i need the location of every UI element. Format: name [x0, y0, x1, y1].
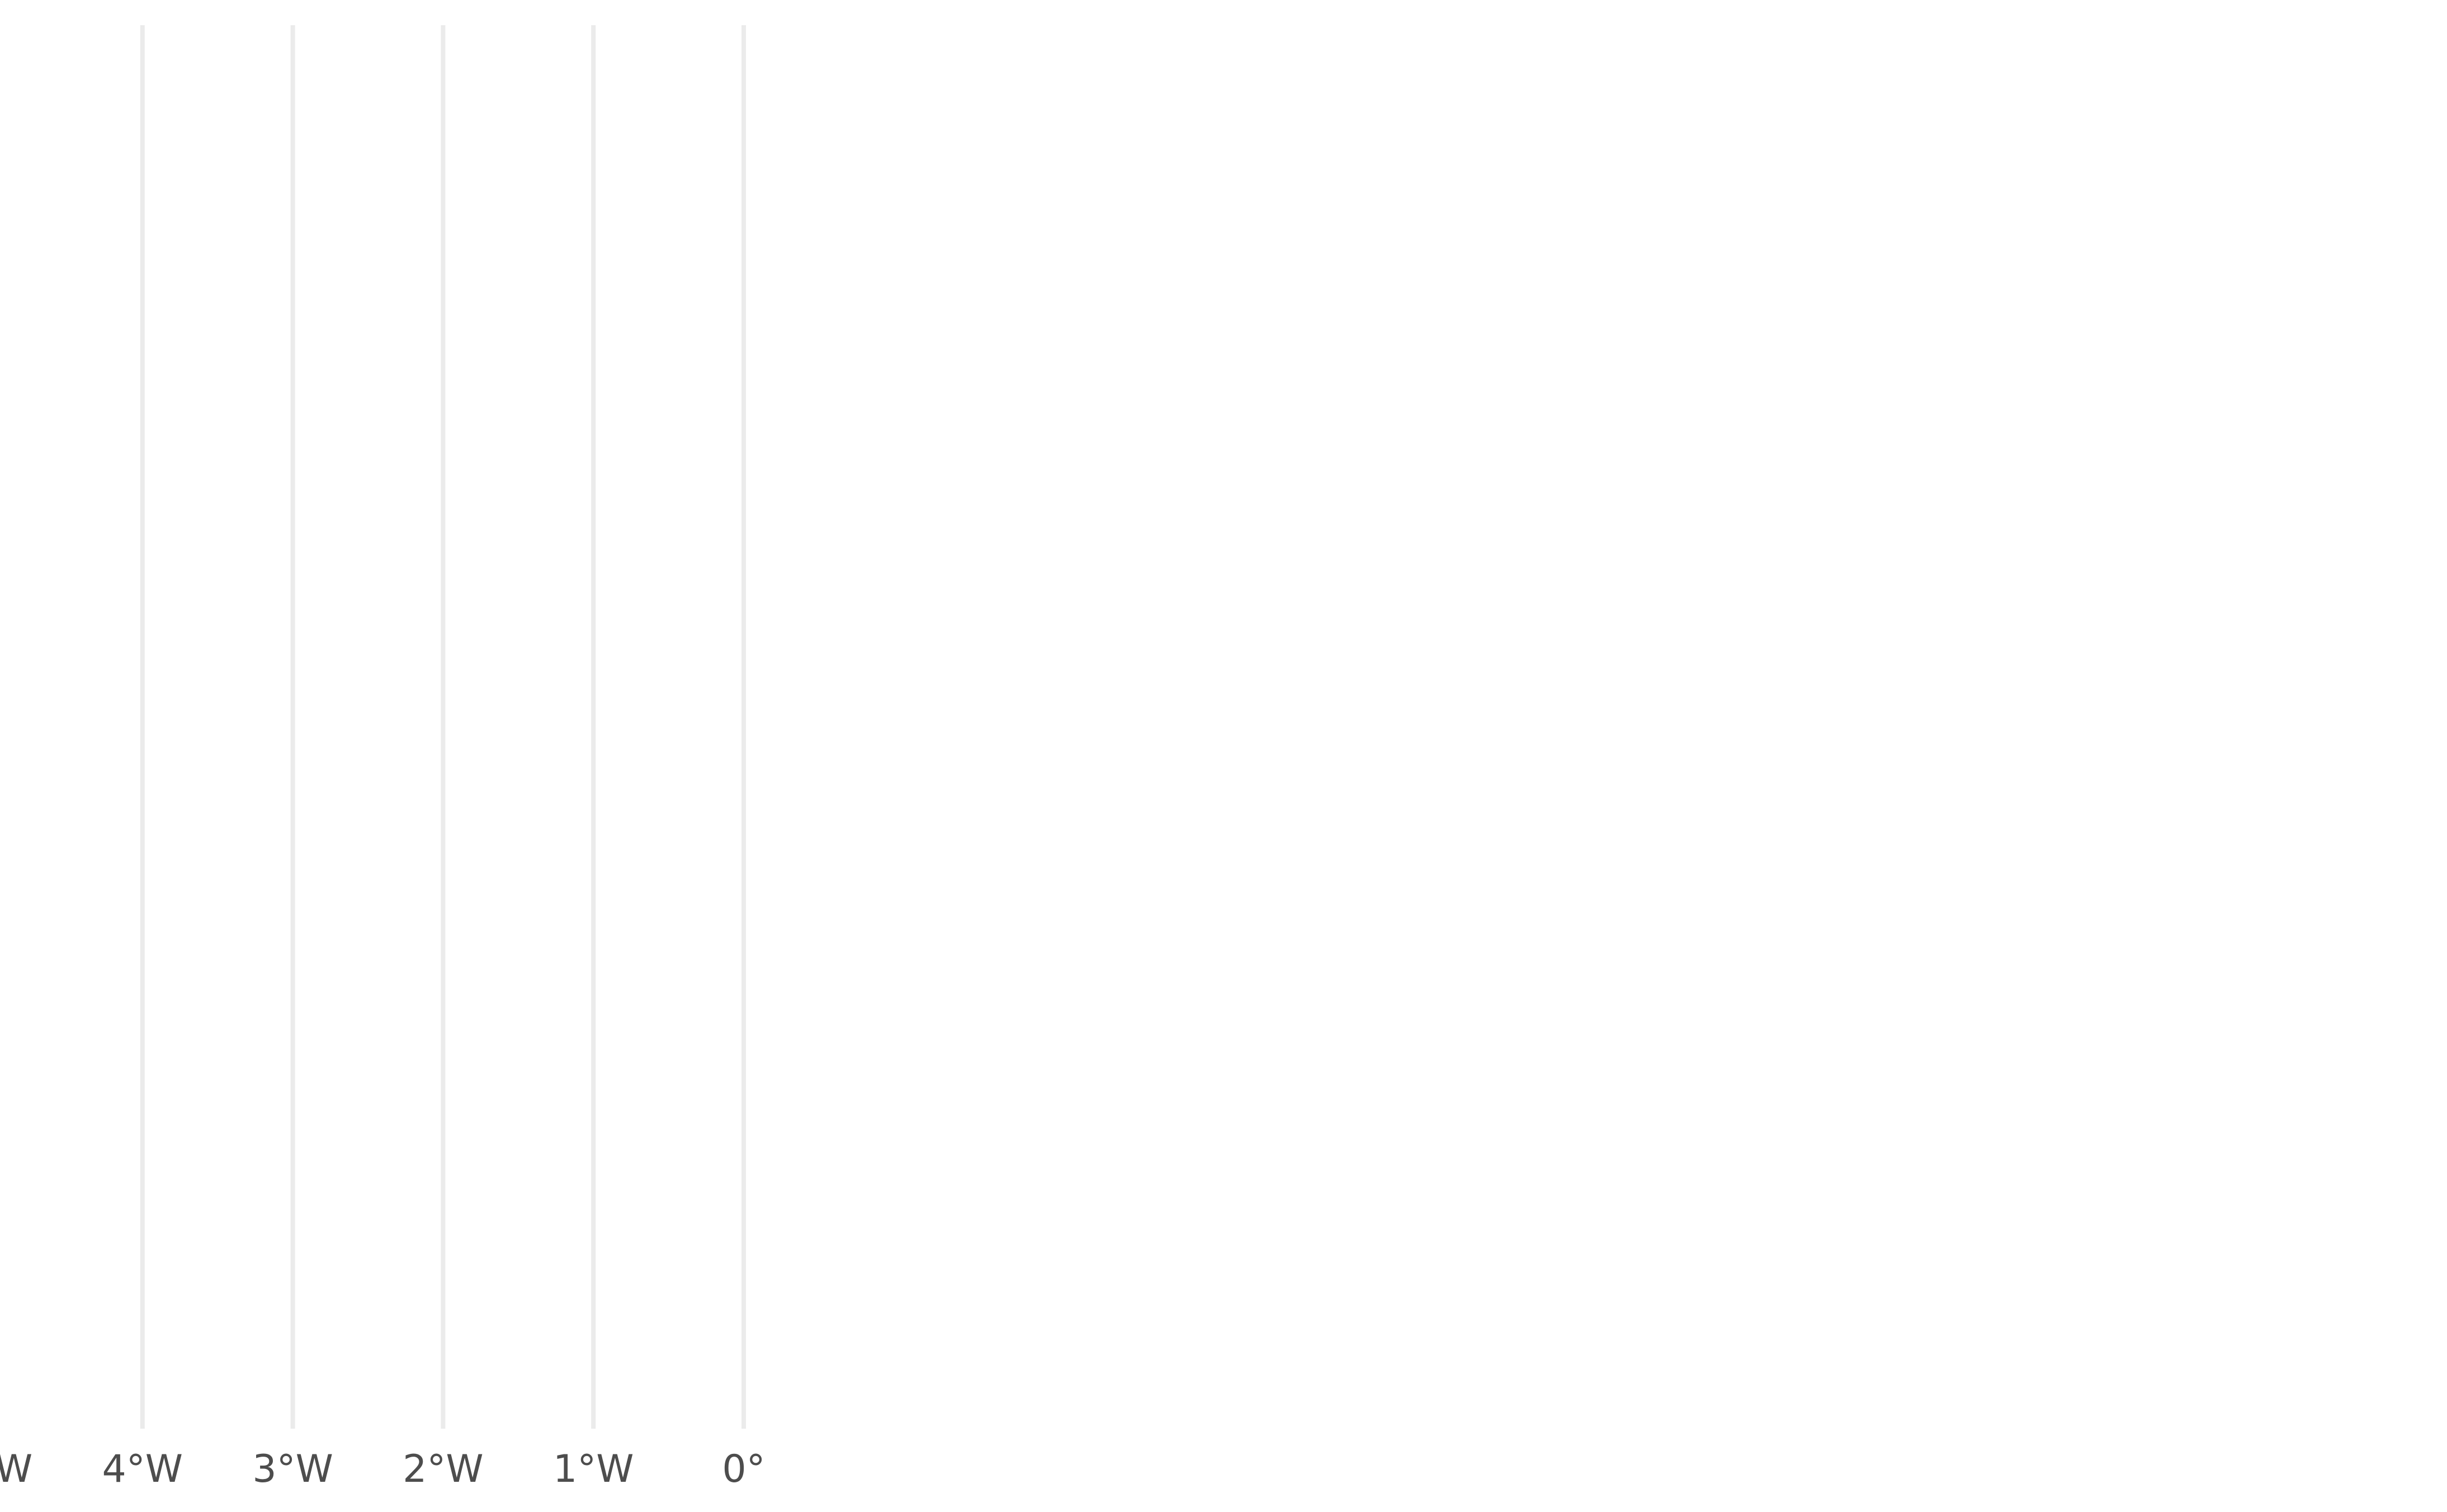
graticule — [140, 25, 746, 1429]
x-tick-label: 2°W — [403, 1447, 484, 1491]
x-tick-label: 0° — [722, 1447, 765, 1491]
x-axis-tick-labels: 7°W6°W5°W4°W3°W2°W1°W0° — [0, 1447, 766, 1491]
x-tick-label: 5°W — [0, 1447, 32, 1491]
x-tick-label: 4°W — [102, 1447, 183, 1491]
x-tick-label: 3°W — [252, 1447, 333, 1491]
x-tick-label: 1°W — [553, 1447, 634, 1491]
